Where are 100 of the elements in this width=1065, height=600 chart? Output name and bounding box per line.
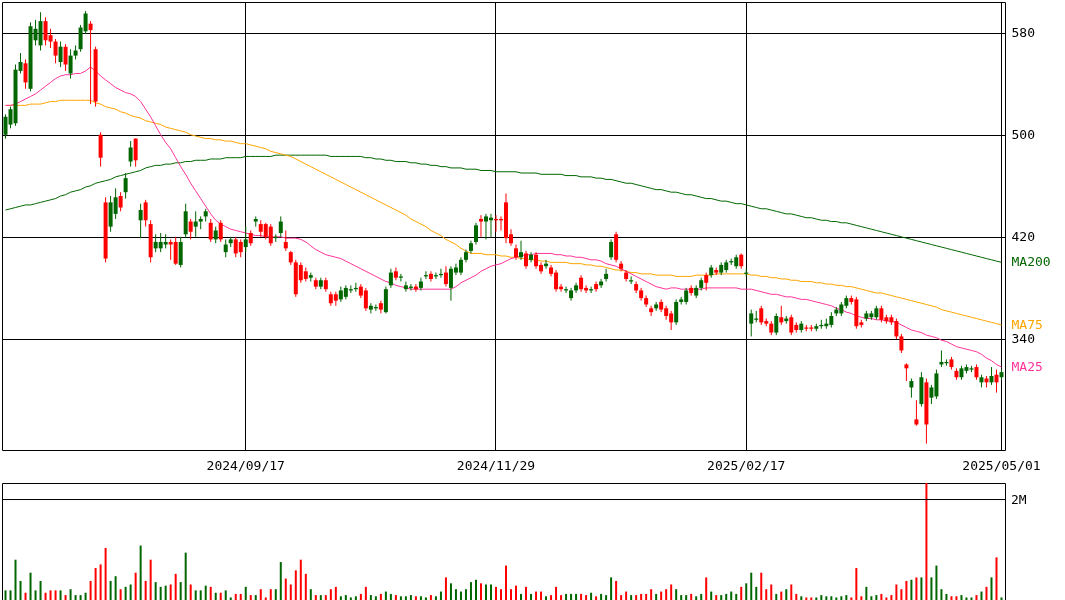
bar [404,596,407,600]
candlestick [133,138,138,168]
bar [389,593,392,600]
bar [154,582,157,600]
bar [915,577,918,600]
bar [454,589,457,600]
bar [630,595,633,600]
bar [815,597,818,600]
bar [459,591,462,600]
bar [625,591,628,600]
candlestick [128,140,133,168]
bar [750,572,753,600]
bar [595,596,598,600]
bar [520,593,523,600]
bar [840,596,843,600]
bar [74,595,77,600]
bar [429,595,432,600]
candlestick [23,58,28,90]
bar [640,593,643,600]
bar [685,595,688,600]
candlestick [519,240,524,261]
bar [149,559,152,600]
candlestick [789,314,794,336]
bar [104,547,107,600]
bar [304,573,307,600]
bar [409,595,412,600]
bar [159,586,162,600]
candlestick [443,265,448,288]
bar [665,589,668,600]
bar [730,591,733,600]
bar [715,595,718,600]
bar [620,595,623,600]
candlestick [363,287,368,312]
bar [299,559,302,600]
bar [735,593,738,600]
candlestick [183,203,188,239]
bar [44,592,47,600]
bar [895,584,898,600]
x-tick-label: 2024/11/29 [456,457,536,473]
bar [269,589,272,600]
bar [835,597,838,600]
bar [274,589,277,600]
bar [830,596,833,600]
bar [770,584,773,600]
candlestick [283,229,288,252]
bar [670,584,673,600]
bar [384,591,387,600]
bar [469,582,472,600]
bar [59,590,62,600]
bar [494,586,497,600]
candlestick [649,305,654,317]
bar [900,589,903,600]
bar [905,580,908,600]
bar [985,586,988,600]
bar [309,589,312,600]
bar [530,593,533,600]
x-tick-label: 2024/09/17 [206,457,285,473]
bar [780,591,783,600]
bar [720,595,723,600]
line-series [5,154,1002,263]
candlestick [278,215,283,238]
candlestick [594,281,599,293]
bar [64,595,67,600]
bar [314,595,317,600]
candlestick [173,236,178,266]
bar [379,593,382,600]
candlestick [58,41,63,68]
bar [109,580,112,600]
bar [169,584,172,600]
bar [244,586,247,600]
candlestick [634,281,639,294]
bar [394,595,397,600]
candlestick [98,131,103,168]
bar [800,596,803,600]
candlestick [143,199,148,228]
bar [349,597,352,600]
y-tick-label: 500 [1011,127,1035,143]
candlestick [383,286,388,314]
candlestick [644,295,649,308]
bar [464,589,467,600]
bar [690,593,693,600]
bar [790,584,793,600]
bar [329,589,332,600]
bar [249,595,252,600]
bar [695,596,698,600]
bar [254,595,257,600]
bar [975,595,978,600]
bar [725,593,728,600]
series-label: MA200 [1011,254,1051,270]
bar [550,595,553,600]
bar [134,572,137,600]
bar [700,593,703,600]
bar [439,591,442,600]
bar [980,591,983,600]
bar [745,583,748,600]
bar [54,590,57,600]
bar [484,584,487,600]
bar [555,586,558,600]
candlestick [774,312,779,336]
bar [845,595,848,600]
